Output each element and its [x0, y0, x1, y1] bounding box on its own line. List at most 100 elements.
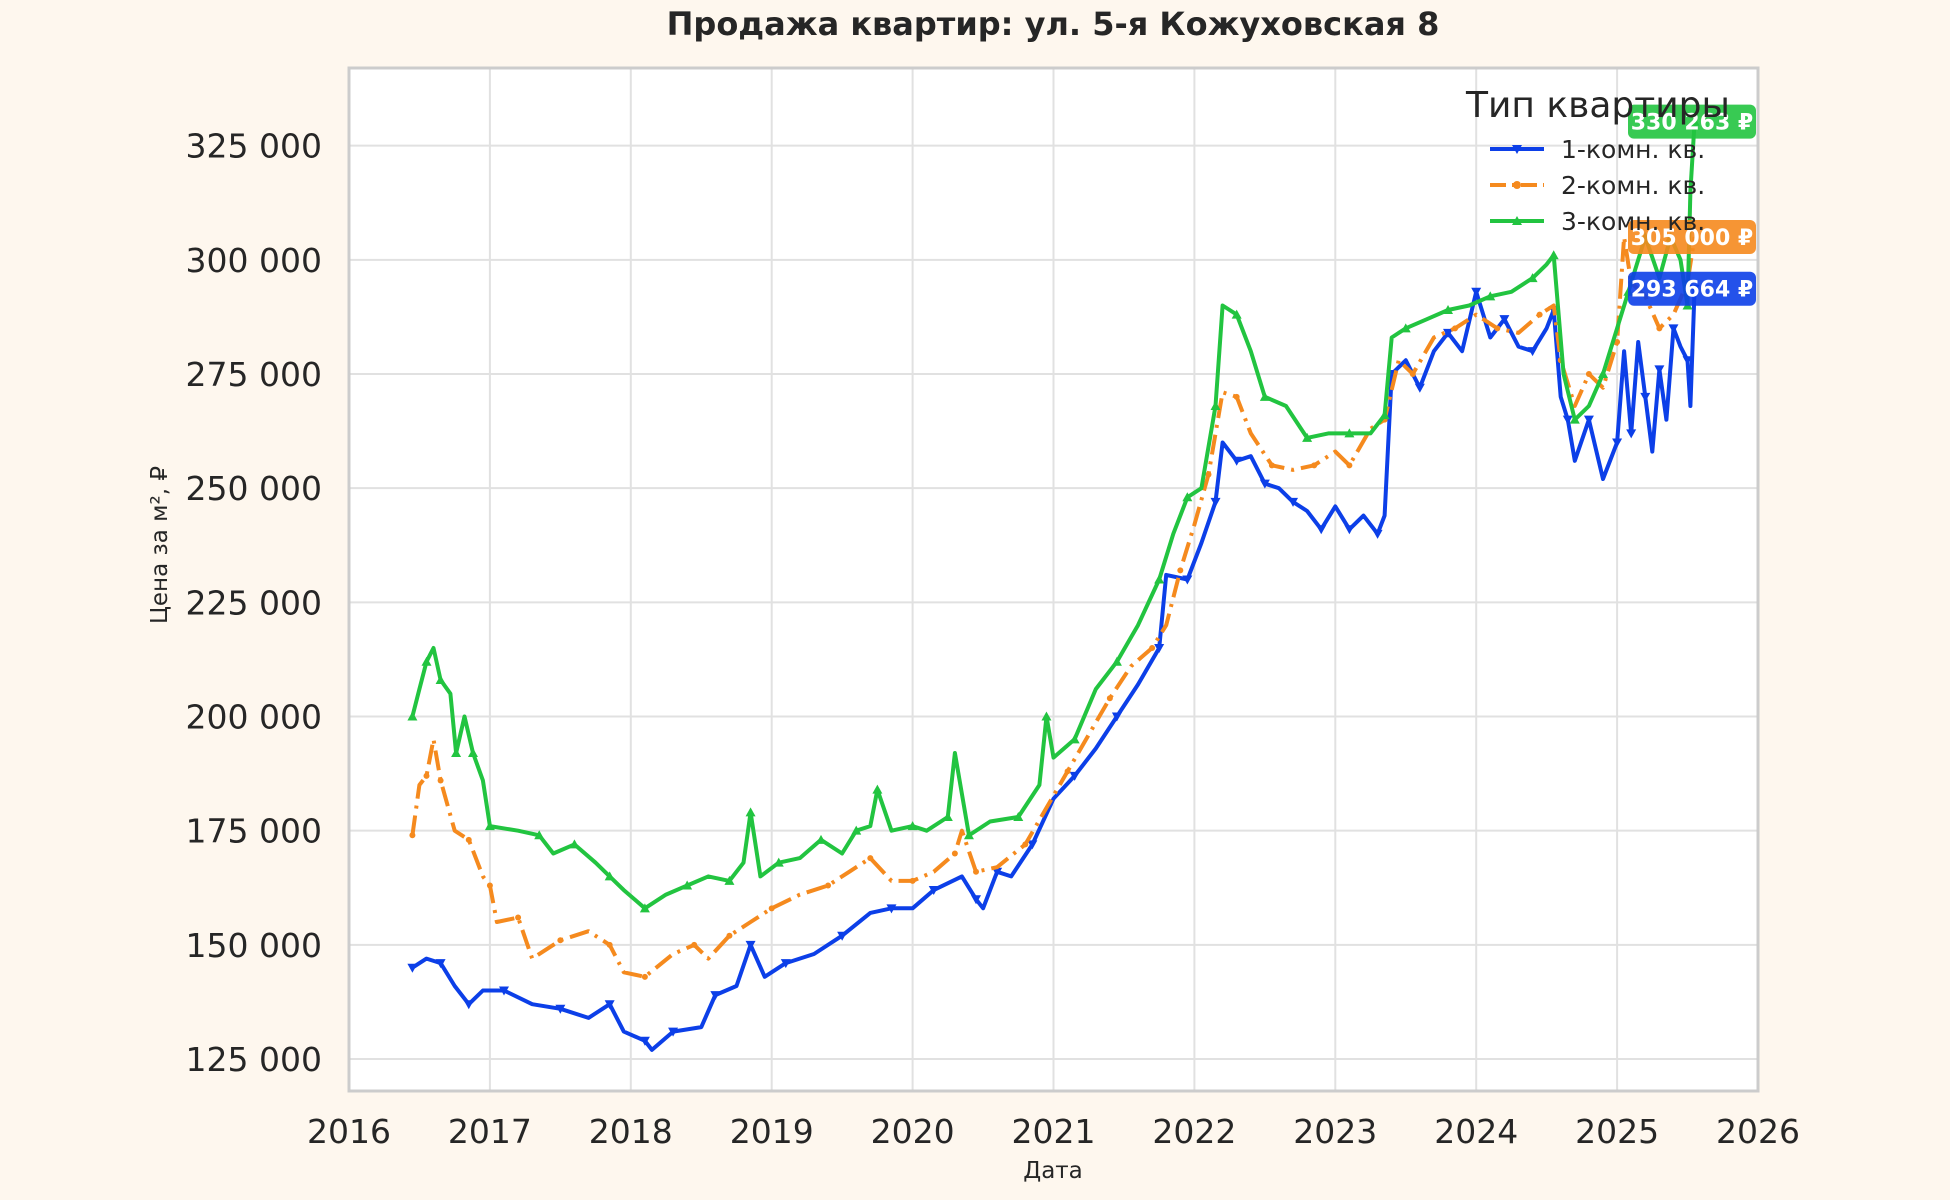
- data-point: [1614, 339, 1621, 346]
- legend-label: 3-комн. кв.: [1561, 207, 1705, 236]
- end-label: 293 664 ₽: [1628, 271, 1756, 306]
- data-point: [963, 830, 974, 840]
- data-point: [1536, 311, 1543, 318]
- data-point: [534, 830, 545, 840]
- data-point: [1027, 840, 1038, 850]
- data-point: [1259, 479, 1270, 489]
- data-point: [973, 868, 980, 875]
- data-point: [780, 959, 791, 969]
- data-point: [1064, 768, 1071, 775]
- data-point: [1471, 287, 1482, 297]
- data-point: [710, 991, 721, 1001]
- data-point: [1316, 525, 1327, 535]
- end-label-box: [1628, 219, 1756, 254]
- data-point: [639, 903, 650, 913]
- data-point: [1149, 645, 1156, 652]
- data-point: [928, 886, 939, 896]
- data-point: [557, 937, 564, 944]
- data-point: [486, 882, 493, 889]
- data-point: [639, 1036, 650, 1046]
- data-point: [1372, 529, 1383, 539]
- data-point: [907, 821, 918, 831]
- data-point: [1682, 356, 1693, 366]
- data-point: [1452, 325, 1459, 332]
- data-point: [641, 973, 648, 980]
- x-tick-label: 2025: [1575, 1112, 1659, 1151]
- data-point: [606, 941, 613, 948]
- data-point: [1346, 462, 1353, 469]
- data-point: [851, 825, 862, 835]
- data-point: [1111, 712, 1122, 722]
- y-tick-label: 300 000: [186, 241, 322, 280]
- data-point: [1562, 415, 1573, 425]
- end-label-text: 305 000 ₽: [1631, 226, 1753, 251]
- data-point: [409, 832, 416, 839]
- series-line: [411, 288, 1697, 1052]
- end-label: 305 000 ₽: [1628, 219, 1756, 254]
- data-point: [668, 1027, 679, 1037]
- data-point: [1640, 392, 1651, 402]
- data-point: [1205, 471, 1212, 478]
- data-point: [1154, 574, 1165, 584]
- data-point: [1583, 415, 1594, 425]
- data-point: [942, 811, 953, 821]
- legend: Тип квартиры 1-комн. кв. 2-комн. кв. 3-ком…: [1465, 85, 1730, 236]
- data-point: [1527, 347, 1538, 357]
- y-tick-label: 325 000: [186, 127, 322, 166]
- data-point: [1302, 432, 1313, 442]
- data-point: [407, 963, 418, 973]
- data-point: [1182, 492, 1193, 502]
- data-point: [1527, 273, 1538, 283]
- data-point: [745, 807, 756, 817]
- data-point: [951, 850, 958, 857]
- data-point: [1344, 525, 1355, 535]
- data-point: [867, 855, 874, 862]
- x-tick-label: 2023: [1293, 1112, 1377, 1151]
- x-tick-label: 2022: [1152, 1112, 1236, 1151]
- data-point: [1668, 324, 1679, 334]
- y-tick-label: 125 000: [186, 1040, 322, 1079]
- data-point: [604, 1000, 615, 1010]
- data-point: [465, 836, 472, 843]
- y-tick-label: 200 000: [186, 698, 322, 737]
- data-point: [423, 772, 430, 779]
- data-point: [1654, 365, 1665, 375]
- y-tick-label: 275 000: [186, 355, 322, 394]
- series-1: [407, 284, 1700, 1052]
- end-label: 330 263 ₽: [1628, 104, 1756, 139]
- data-point: [1259, 391, 1270, 401]
- legend-marker: [1513, 181, 1521, 189]
- chart-title: Продажа квартир: ул. 5-я Кожуховская 8: [667, 5, 1440, 43]
- data-point: [435, 959, 446, 969]
- data-point: [1626, 429, 1637, 439]
- plot-frame: [347, 66, 1760, 1093]
- data-point: [1485, 291, 1496, 301]
- data-point: [773, 857, 784, 867]
- data-point: [1210, 400, 1221, 410]
- data-point: [435, 674, 446, 684]
- data-point: [682, 880, 693, 890]
- data-point: [1494, 325, 1501, 332]
- data-point: [1656, 325, 1663, 332]
- data-point: [1182, 575, 1193, 585]
- series-lines: [407, 116, 1700, 1052]
- data-point: [1041, 711, 1052, 721]
- data-point: [1177, 567, 1184, 574]
- data-point: [1154, 644, 1165, 654]
- data-point: [1379, 410, 1390, 420]
- data-point: [1233, 393, 1240, 400]
- data-point: [1414, 383, 1425, 393]
- end-label-box: [1628, 271, 1756, 306]
- y-axis-ticks: 125 000 150 000 175 000 200 000 225 000 250 0…: [186, 127, 322, 1079]
- plot-border: [347, 66, 1760, 1093]
- x-tick-label: 2016: [307, 1112, 391, 1151]
- data-point: [726, 932, 733, 939]
- legend-item: 3-комн. кв.: [1490, 207, 1705, 236]
- data-point: [1499, 315, 1510, 325]
- data-point: [1409, 370, 1416, 377]
- data-point: [1612, 438, 1623, 448]
- data-point: [816, 834, 827, 844]
- data-point: [1344, 428, 1355, 438]
- data-point: [569, 839, 580, 849]
